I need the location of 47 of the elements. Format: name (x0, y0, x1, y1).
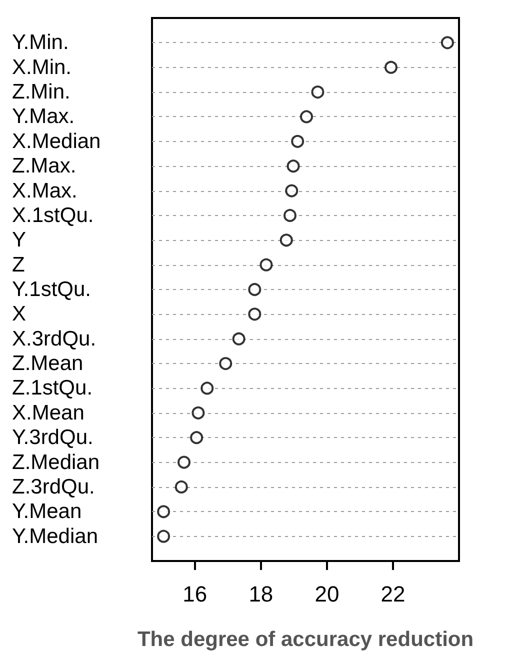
point (248, 308, 262, 321)
point (283, 208, 296, 222)
y-tick-label: X.Min. (12, 56, 72, 79)
point (440, 36, 454, 50)
point (219, 357, 232, 370)
y-tick-label: Z.Max. (12, 154, 76, 178)
y-tick-label: X.3rdQu. (12, 327, 96, 350)
x-tick-label: 20 (314, 582, 340, 606)
y-tick-label: Y.3rdQu. (12, 426, 94, 450)
point (291, 134, 304, 148)
y-tick-label: Y.Min. (12, 31, 69, 54)
point (260, 258, 273, 272)
x-tick-label: 16 (182, 582, 208, 606)
y-tick-label: Z.Mean (12, 352, 84, 376)
y-tick-label: X.1stQu. (12, 204, 94, 227)
point (286, 160, 300, 173)
point (300, 110, 313, 124)
y-tick-label: X.Mean (12, 401, 84, 424)
y-tick-label: Y.Median (12, 524, 98, 548)
y-tick-label: Y.Max. (12, 105, 75, 128)
y-tick-label: Z (12, 253, 25, 276)
y-tick-label: X (12, 302, 26, 326)
x-tick-label: 18 (248, 582, 274, 606)
x-tick-label: 22 (380, 582, 406, 606)
y-tick-label: X.Median (12, 130, 101, 153)
point (248, 283, 262, 296)
y-tick-label: Y (12, 228, 26, 252)
y-tick-label: Y.Mean (12, 500, 82, 524)
point (192, 406, 205, 420)
point (200, 382, 214, 395)
point (157, 530, 170, 543)
point (190, 431, 204, 444)
y-tick-label: Z.Min. (12, 80, 70, 104)
point (280, 234, 293, 247)
point (285, 184, 298, 198)
y-tick-label: Z.3rdQu. (12, 475, 95, 498)
point (232, 332, 246, 346)
point (384, 60, 398, 74)
y-tick-label: X.Max. (12, 179, 78, 202)
point (311, 86, 324, 99)
point (178, 456, 191, 469)
y-tick-label: Z.1stQu. (12, 376, 93, 400)
point (174, 480, 188, 494)
y-tick-label: Y.1stQu. (12, 278, 91, 301)
y-tick-label: Z.Median (12, 450, 100, 474)
x-axis-title: The degree of accuracy reduction (137, 628, 474, 651)
point (157, 505, 170, 518)
